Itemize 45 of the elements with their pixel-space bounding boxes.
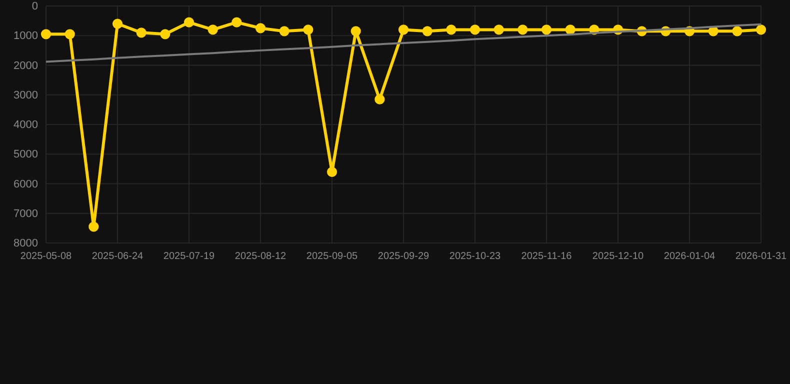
point	[518, 24, 528, 35]
point	[422, 26, 432, 36]
point	[756, 24, 766, 35]
y-tick-label: 1000	[14, 30, 38, 42]
point	[64, 29, 75, 40]
point	[184, 17, 194, 28]
point	[136, 28, 146, 38]
point	[470, 24, 480, 35]
point	[374, 94, 385, 104]
point	[232, 17, 242, 28]
y-tick-label: 2000	[14, 60, 38, 72]
y-tick-label: 7000	[14, 208, 38, 220]
point	[88, 222, 99, 232]
x-tick-label: 2026-01-04	[664, 251, 716, 262]
x-tick-label: 2026-01-31	[735, 251, 788, 262]
x-tick-label: 2025-06-24	[92, 251, 144, 262]
x-tick-label: 2025-09-05	[306, 251, 358, 262]
point	[112, 18, 123, 29]
y-tick-label: 5000	[14, 148, 38, 161]
y-tick-label: 8000	[14, 238, 38, 250]
x-tick-label: 2025-08-12	[234, 251, 287, 262]
point	[398, 24, 409, 35]
x-tick-label: 2025-10-23	[449, 251, 502, 262]
x-tick-label: 2025-09-29	[378, 251, 430, 262]
point	[303, 24, 314, 35]
y-tick-label: 6000	[14, 178, 38, 190]
point	[160, 29, 170, 40]
x-tick-label: 2025-11-16	[521, 251, 572, 262]
point	[208, 24, 218, 35]
x-tick-label: 2025-12-10	[592, 251, 644, 262]
y-tick-label: 3000	[14, 89, 38, 102]
point	[40, 29, 52, 40]
point	[255, 23, 266, 34]
y-tick-label: 0	[32, 0, 38, 13]
y-tick-label: 4000	[14, 119, 38, 132]
point	[446, 24, 456, 35]
point	[494, 24, 504, 35]
point	[565, 24, 576, 35]
x-tick-label: 2025-05-08	[20, 251, 72, 262]
x-tick-label: 2025-07-19	[163, 251, 216, 262]
point	[350, 26, 361, 36]
point	[541, 24, 552, 35]
point	[326, 166, 338, 177]
point	[279, 26, 290, 36]
point	[732, 26, 742, 36]
